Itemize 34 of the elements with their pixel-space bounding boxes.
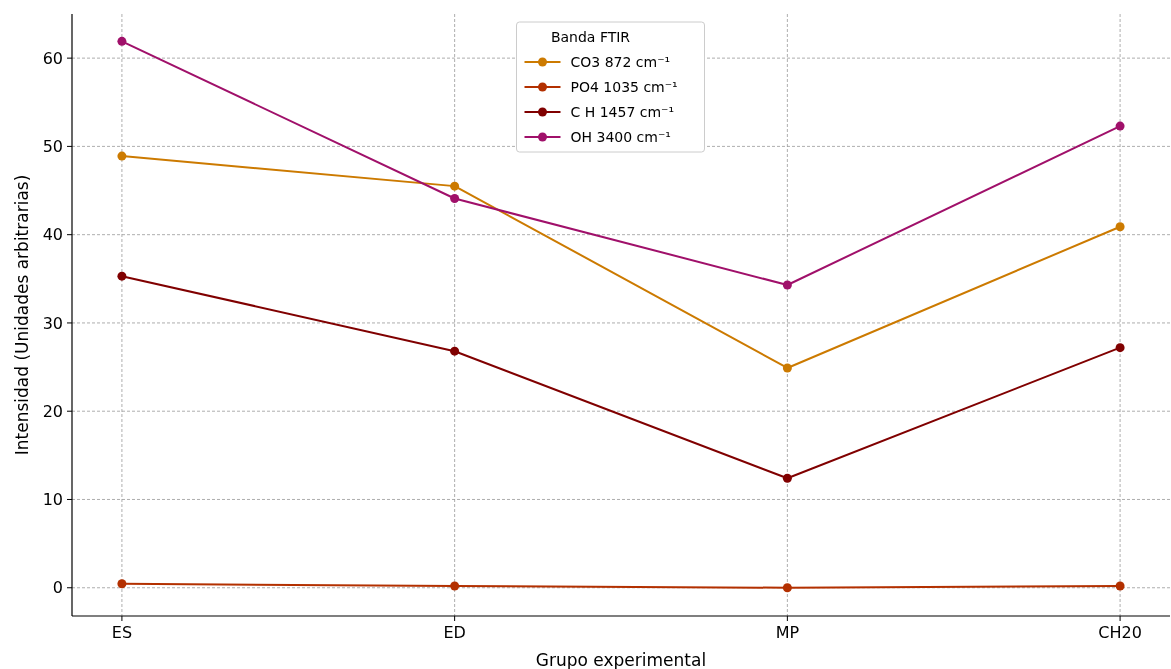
- point: [117, 36, 127, 46]
- point: [782, 473, 792, 483]
- x-tick-label: CH20: [1098, 623, 1142, 642]
- point: [450, 193, 460, 203]
- x-axis-title: Grupo experimental: [535, 650, 707, 669]
- point: [450, 581, 460, 591]
- point: [782, 363, 792, 373]
- point: [117, 271, 127, 281]
- point: [450, 181, 460, 191]
- x-tick-label: MP: [775, 623, 800, 642]
- point: [1115, 121, 1125, 131]
- legend-title: Banda FTIR: [550, 29, 631, 45]
- y-tick-label: 20: [42, 401, 63, 421]
- point: [782, 280, 792, 290]
- point: [117, 151, 127, 161]
- legend-label: C H 1457 cm⁻¹: [570, 103, 675, 120]
- y-tick-label: 40: [42, 225, 63, 245]
- point: [1115, 343, 1125, 353]
- point: [450, 346, 460, 356]
- x-tick-label: ES: [111, 623, 133, 642]
- legend-label: CO3 872 cm⁻¹: [570, 53, 671, 70]
- y-tick-label: 30: [42, 313, 63, 333]
- point: [1115, 581, 1125, 591]
- y-tick-label: 60: [42, 48, 63, 68]
- y-axis-title: Intensidad (Unidades arbitrarias): [12, 174, 32, 456]
- point: [1115, 222, 1125, 232]
- y-tick-label: 50: [42, 137, 63, 156]
- point: [782, 583, 792, 593]
- y-tick-label: 10: [42, 490, 63, 510]
- legend-label: OH 3400 cm⁻¹: [570, 128, 671, 145]
- x-tick-label: ED: [443, 623, 466, 642]
- y-tick-label: 0: [52, 578, 63, 598]
- point: [117, 579, 127, 589]
- legend-label: PO4 1035 cm⁻¹: [570, 78, 678, 95]
